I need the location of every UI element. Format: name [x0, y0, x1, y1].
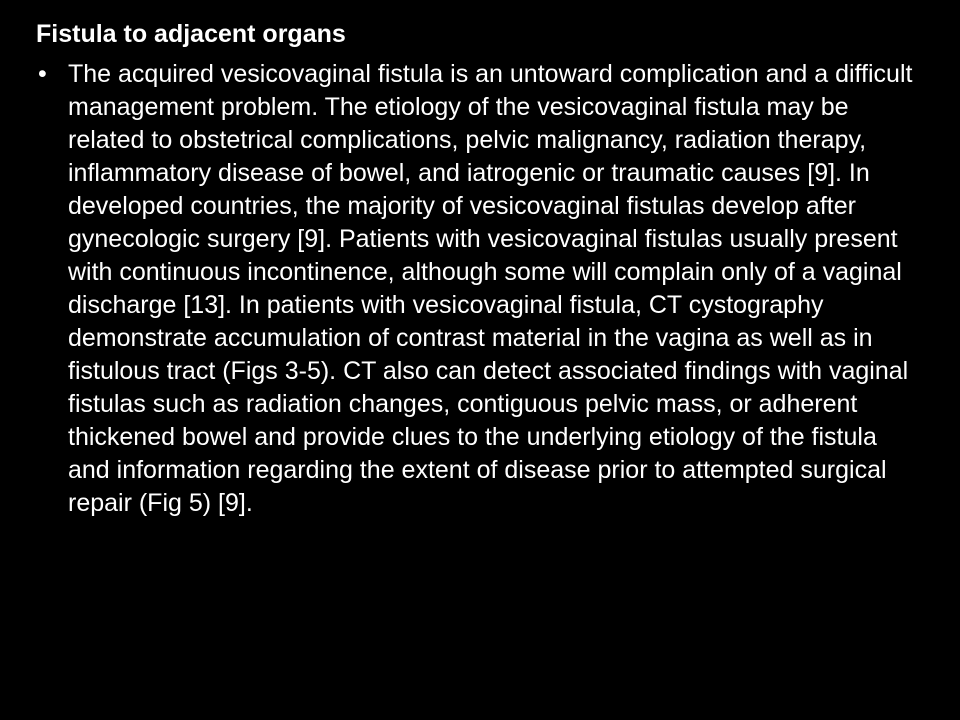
list-item: • The acquired vesicovaginal fistula is … — [36, 58, 924, 520]
slide-title: Fistula to adjacent organs — [36, 18, 924, 52]
bullet-text: The acquired vesicovaginal fistula is an… — [68, 60, 912, 517]
slide: Fistula to adjacent organs • The acquire… — [0, 0, 960, 720]
bullet-icon: • — [38, 58, 47, 91]
slide-body: • The acquired vesicovaginal fistula is … — [36, 58, 924, 520]
